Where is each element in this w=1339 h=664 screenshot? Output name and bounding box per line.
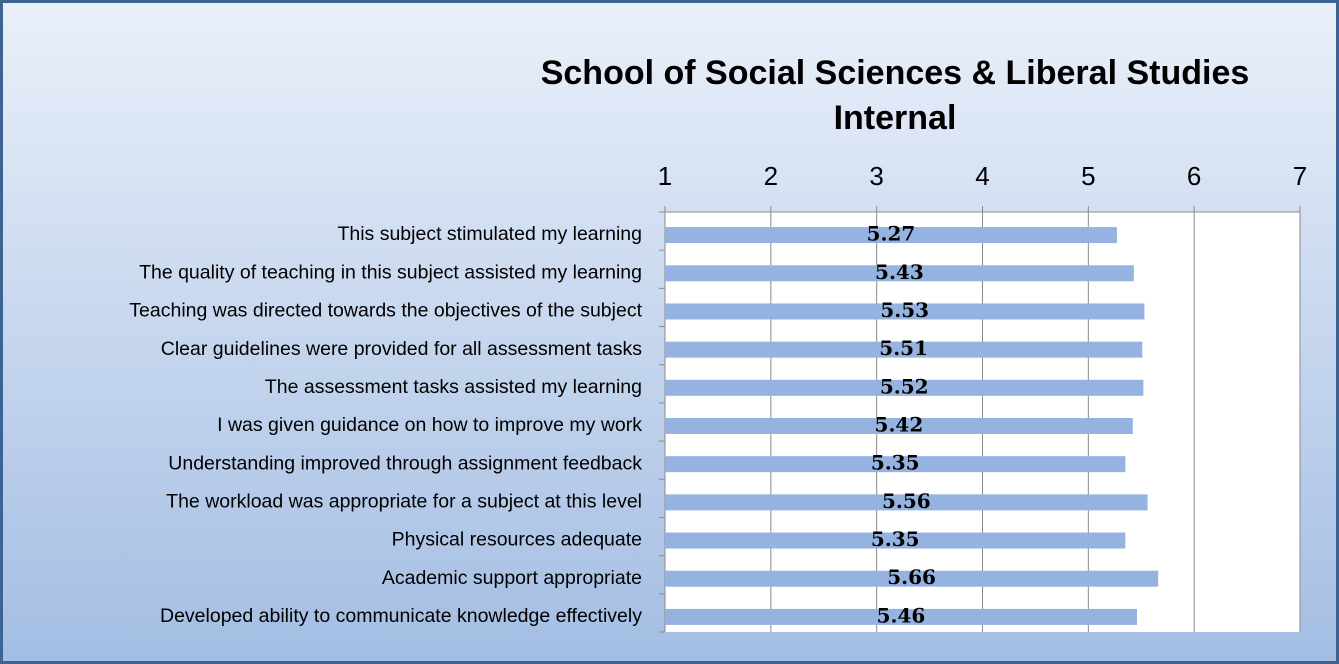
value-label: 5.43 bbox=[875, 260, 924, 284]
category-label: Clear guidelines were provided for all a… bbox=[161, 338, 642, 360]
value-label: 5.42 bbox=[875, 413, 924, 437]
chart-title: School of Social Sciences & Liberal Stud… bbox=[541, 54, 1250, 92]
bar bbox=[665, 227, 1117, 244]
x-tick-label: 5 bbox=[1081, 161, 1095, 191]
category-label: This subject stimulated my learning bbox=[337, 223, 642, 245]
category-label: The workload was appropriate for a subje… bbox=[166, 491, 642, 513]
bar bbox=[665, 418, 1133, 434]
chart-subtitle: Internal bbox=[834, 99, 957, 137]
value-label: 5.66 bbox=[887, 565, 936, 589]
value-label: 5.56 bbox=[882, 489, 931, 513]
bar bbox=[665, 608, 1138, 625]
value-label: 5.51 bbox=[879, 336, 928, 360]
value-label: 5.46 bbox=[877, 603, 926, 627]
x-tick-label: 3 bbox=[869, 161, 883, 191]
category-label: The assessment tasks assisted my learnin… bbox=[265, 376, 642, 398]
bar bbox=[665, 379, 1144, 396]
bar bbox=[665, 532, 1126, 549]
x-tick-label: 4 bbox=[975, 161, 989, 191]
value-label: 5.27 bbox=[867, 222, 916, 246]
x-tick-label: 2 bbox=[764, 161, 778, 191]
bar bbox=[665, 494, 1148, 511]
value-label: 5.35 bbox=[871, 527, 920, 551]
value-label: 5.35 bbox=[871, 451, 920, 475]
bar bbox=[665, 570, 1159, 587]
bar bbox=[665, 341, 1143, 358]
bar bbox=[665, 303, 1145, 320]
value-label: 5.53 bbox=[880, 298, 929, 322]
x-tick-label: 1 bbox=[658, 161, 672, 191]
category-label: Physical resources adequate bbox=[392, 529, 642, 551]
category-label: Teaching was directed towards the object… bbox=[129, 300, 642, 322]
x-tick-label: 6 bbox=[1187, 161, 1201, 191]
category-label: Understanding improved through assignmen… bbox=[168, 452, 642, 474]
bar bbox=[665, 456, 1126, 473]
category-label: Academic support appropriate bbox=[382, 567, 642, 589]
x-tick-label: 7 bbox=[1293, 161, 1307, 191]
category-label: I was given guidance on how to improve m… bbox=[217, 414, 642, 436]
bar bbox=[665, 265, 1134, 282]
value-label: 5.52 bbox=[880, 374, 929, 398]
category-label: The quality of teaching in this subject … bbox=[139, 261, 642, 283]
category-label: Developed ability to communicate knowled… bbox=[160, 605, 642, 627]
